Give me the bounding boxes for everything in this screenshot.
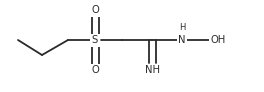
Text: O: O [91,5,99,15]
Text: NH: NH [144,65,159,75]
Text: O: O [91,65,99,75]
Text: S: S [92,35,98,45]
Text: N: N [178,35,186,45]
Text: H: H [179,23,185,31]
Text: OH: OH [210,35,226,45]
